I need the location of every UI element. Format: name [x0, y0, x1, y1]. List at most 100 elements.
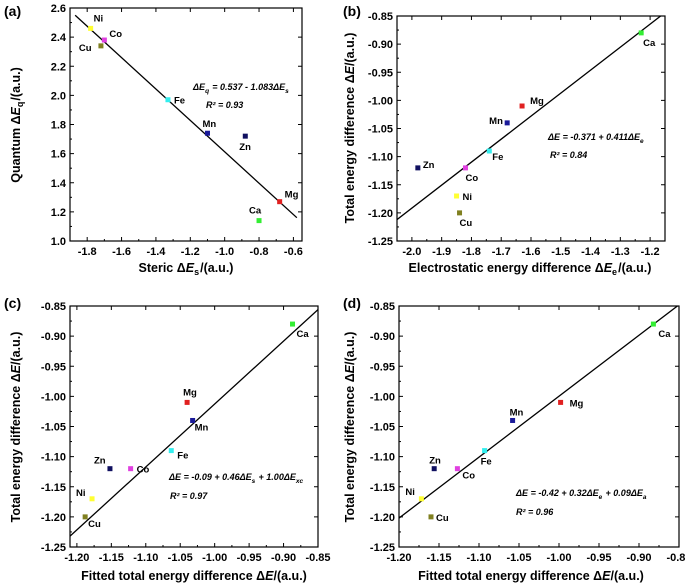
y-tick-label: 2.0 [51, 90, 66, 102]
point-label-fe: Fe [177, 451, 188, 462]
y-axis-label: Total energy difference ΔE/(a.u.) [343, 33, 357, 224]
point-zn [242, 133, 248, 139]
fit-equation: ΔE = -0.371 + 0.411ΔEe [547, 132, 644, 145]
point-label-ca: Ca [249, 206, 262, 217]
point-label-cu: Cu [460, 218, 473, 229]
x-tick-label: -1.00 [202, 552, 227, 564]
x-tick-label: -0.6 [284, 246, 303, 258]
point-fe [486, 148, 492, 154]
point-label-mg: Mg [530, 96, 544, 107]
regression-line [399, 306, 679, 519]
point-label-mn: Mn [510, 407, 524, 418]
y-tick-label: 1.8 [51, 120, 66, 132]
x-tick-label: -1.20 [386, 552, 411, 564]
x-tick-label: -1.4 [146, 246, 166, 258]
point-label-co: Co [462, 471, 475, 482]
y-axis-label: Total energy difference ΔE/(a.u.) [9, 332, 23, 523]
y-tick-label: -0.90 [370, 331, 395, 343]
point-ca [290, 321, 296, 327]
point-label-co: Co [137, 465, 150, 476]
point-fe [168, 448, 174, 454]
y-tick-label: 1.0 [51, 236, 66, 248]
panel-a: -1.8 -1.6 -1.4 -1.2 -1.0 -0.8 -0.6 1.0 1.2 1.4 1.6… [4, 3, 303, 277]
fit-equation: ΔE = -0.09 + 0.46ΔEs + 1.00ΔExc [168, 472, 304, 485]
y-tick-label: -0.85 [370, 301, 395, 313]
y-tick-label: -1.10 [370, 452, 395, 464]
point-label-fe: Fe [481, 457, 492, 468]
point-cu [98, 43, 104, 49]
x-tick-label: -1.8 [78, 246, 97, 258]
y-tick-label: 2.2 [51, 61, 66, 73]
x-tick-label: -1.6 [112, 246, 131, 258]
y-tick-label: -1.15 [370, 482, 395, 494]
y-tick-label: -1.10 [41, 452, 66, 464]
y-tick-label: 2.4 [51, 32, 67, 44]
point-label-ni: Ni [94, 13, 104, 24]
x-axis-label: Steric ΔEs /(a.u.) [139, 261, 234, 277]
y-tick-label: -0.85 [368, 11, 393, 23]
point-mn [504, 120, 510, 126]
point-mn [510, 417, 516, 423]
panel-label: (a) [4, 3, 21, 19]
y-tick-label: -1.05 [368, 124, 393, 136]
point-label-mn: Mn [202, 119, 216, 130]
point-label-mn: Mn [195, 422, 209, 433]
fit-equation: ΔE = -0.42 + 0.32ΔEe + 0.09ΔEa [515, 488, 647, 501]
x-tick-label: -1.10 [133, 552, 158, 564]
x-tick-label: -1.9 [432, 246, 451, 258]
y-tick-label: -0.90 [41, 331, 66, 343]
regression-line [397, 16, 662, 221]
r-squared: R² = 0.93 [206, 100, 243, 110]
point-co [101, 37, 107, 43]
x-tick-label: -1.10 [466, 552, 491, 564]
point-label-fe: Fe [492, 152, 503, 163]
y-tick-label: -1.10 [368, 152, 393, 164]
y-tick-label: -1.15 [368, 180, 393, 192]
y-tick-label: 2.6 [51, 3, 66, 15]
point-label-ni: Ni [405, 487, 415, 498]
x-tick-label: -1.3 [611, 246, 630, 258]
point-ca [256, 218, 262, 224]
x-tick-label: -0.85 [305, 552, 330, 564]
panel-label: (c) [4, 295, 21, 311]
point-ni [88, 25, 94, 31]
y-tick-label: -0.95 [368, 67, 393, 79]
point-label-co: Co [465, 173, 478, 184]
point-label-mg: Mg [570, 398, 584, 409]
point-cu [82, 514, 88, 520]
y-tick-label: -0.90 [368, 39, 393, 51]
point-label-ni: Ni [76, 488, 86, 499]
panel-d: -1.20 -1.15 -1.10 -1.05 -1.00 -0.95 -0.90 -0.85… [343, 295, 685, 583]
panel-b: -2.0 -1.9 -1.8 -1.7 -1.6 -1.5 -1.4 -1.3 -1.2 -1.2… [343, 3, 666, 277]
x-axis-label: Electrostatic energy difference ΔEe /(a.… [409, 261, 652, 277]
point-label-zn: Zn [94, 456, 106, 467]
point-cu [428, 514, 434, 520]
point-co [454, 466, 460, 472]
y-axis-label: Total energy difference ΔE/(a.u.) [343, 332, 357, 523]
point-ni [454, 193, 460, 199]
x-tick-label: -1.20 [64, 552, 89, 564]
regression-line [74, 14, 298, 219]
x-tick-label: -1.5 [551, 246, 570, 258]
x-tick-label: -1.2 [641, 246, 660, 258]
y-tick-label: -0.85 [41, 301, 66, 313]
x-tick-label: -1.05 [168, 552, 193, 564]
point-co [462, 165, 468, 171]
r-squared: R² = 0.84 [550, 150, 587, 160]
y-tick-label: -1.20 [368, 208, 393, 220]
point-fe [165, 97, 171, 103]
x-tick-label: -0.90 [626, 552, 651, 564]
x-tick-label: -2.0 [402, 246, 421, 258]
x-tick-label: -0.90 [271, 552, 296, 564]
x-tick-label: -0.8 [250, 246, 269, 258]
point-zn [107, 466, 113, 472]
point-mg [519, 103, 525, 109]
point-label-cu: Cu [88, 519, 101, 530]
point-ni [418, 496, 424, 502]
point-co [128, 466, 134, 472]
point-label-mn: Mn [489, 116, 503, 127]
plot-frame [396, 15, 666, 242]
point-label-ca: Ca [643, 38, 656, 49]
x-tick-label: -1.15 [426, 552, 451, 564]
